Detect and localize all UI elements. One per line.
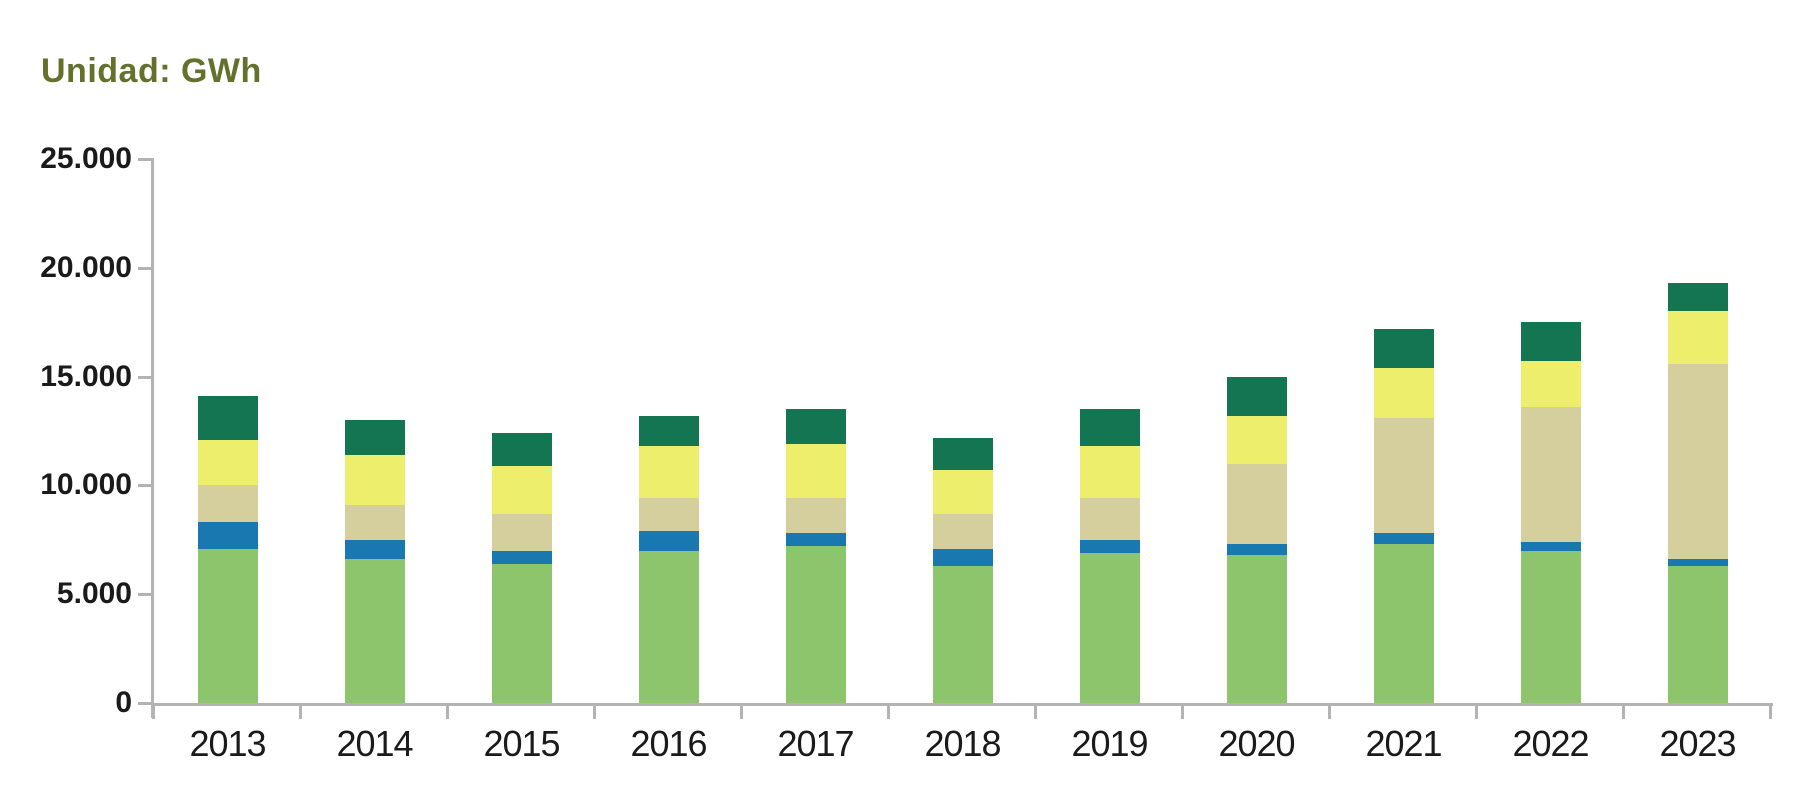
x-tick: [1769, 706, 1772, 719]
bar-2021-seg-light-green: [1373, 544, 1434, 703]
bar-2015-seg-dark-green: [491, 433, 552, 466]
x-cat-label-2018: 2018: [924, 723, 1001, 764]
bar-2013-seg-yellow: [197, 439, 258, 486]
bar-2022-seg-yellow: [1520, 361, 1581, 408]
bar-2023-seg-blue: [1667, 559, 1728, 566]
bar-2017-seg-yellow: [785, 444, 846, 499]
y-tick-label: 10.000: [40, 468, 132, 502]
x-tick: [299, 706, 302, 719]
bar-2013-seg-tan: [197, 485, 258, 523]
chart-title: Unidad: GWh: [41, 52, 262, 90]
bar-2016-seg-tan: [638, 498, 699, 532]
bar-2015-seg-blue: [491, 550, 552, 564]
x-cat-label-2017: 2017: [777, 723, 854, 764]
x-tick: [1328, 706, 1331, 719]
x-tick: [1622, 706, 1625, 719]
bar-2017-seg-tan: [785, 498, 846, 534]
bar-2023-seg-tan: [1667, 363, 1728, 560]
x-cat-label-2023: 2023: [1659, 723, 1736, 764]
bar-2014-seg-tan: [344, 504, 405, 540]
bar-2023-seg-light-green: [1667, 565, 1728, 703]
bar-2020-seg-tan: [1226, 463, 1287, 545]
bar-2013-seg-blue: [197, 522, 258, 549]
bar-2015-seg-light-green: [491, 563, 552, 703]
bar-2019-seg-dark-green: [1079, 409, 1140, 447]
bar-2015-seg-tan: [491, 513, 552, 551]
x-tick: [1181, 706, 1184, 719]
y-tick: [138, 158, 151, 161]
bar-2020-seg-yellow: [1226, 415, 1287, 464]
bar-2022-seg-dark-green: [1520, 322, 1581, 362]
y-tick: [138, 484, 151, 488]
bar-2018-seg-yellow: [932, 470, 993, 514]
x-tick: [446, 706, 449, 719]
y-tick-label: 25.000: [40, 142, 132, 175]
bar-2016-seg-yellow: [638, 446, 699, 499]
x-cat-label-2013: 2013: [189, 723, 266, 764]
x-tick: [740, 706, 743, 719]
bar-2016-seg-blue: [638, 531, 699, 551]
y-tick-label: 5.000: [56, 577, 132, 611]
y-tick-label: 15.000: [40, 359, 132, 393]
x-tick: [1034, 706, 1037, 719]
y-tick-label: 20.000: [40, 250, 132, 284]
bar-2018-seg-dark-green: [932, 437, 993, 471]
x-axis-line: [151, 703, 1773, 706]
bar-2017-seg-light-green: [785, 546, 846, 703]
bar-2019-seg-tan: [1079, 498, 1140, 540]
x-cat-label-2016: 2016: [630, 723, 707, 764]
bar-2013-seg-dark-green: [197, 396, 258, 440]
bar-2018-seg-light-green: [932, 565, 993, 703]
bar-2018-seg-blue: [932, 548, 993, 566]
bar-2020-seg-blue: [1226, 544, 1287, 556]
bar-2018-seg-tan: [932, 513, 993, 549]
x-cat-label-2015: 2015: [483, 723, 560, 764]
x-cat-label-2019: 2019: [1071, 723, 1148, 764]
x-tick: [887, 706, 890, 719]
bar-2016-seg-dark-green: [638, 415, 699, 447]
bar-2020-seg-light-green: [1226, 555, 1287, 703]
y-tick-label: 0: [115, 686, 132, 719]
x-cat-label-2020: 2020: [1218, 723, 1295, 764]
bar-2023-seg-dark-green: [1667, 283, 1728, 312]
bar-2021-seg-blue: [1373, 533, 1434, 545]
x-cat-label-2021: 2021: [1365, 723, 1442, 764]
bar-2021-seg-dark-green: [1373, 328, 1434, 368]
y-tick: [138, 375, 151, 379]
bar-2014-seg-dark-green: [344, 420, 405, 455]
bar-2022-seg-tan: [1520, 407, 1581, 542]
bar-2016-seg-light-green: [638, 550, 699, 703]
bar-2022-seg-light-green: [1520, 550, 1581, 703]
x-cat-label-2022: 2022: [1512, 723, 1589, 764]
bar-2021-seg-yellow: [1373, 367, 1434, 418]
bar-2023-seg-yellow: [1667, 311, 1728, 364]
bar-2017-seg-dark-green: [785, 409, 846, 445]
bar-2019-seg-yellow: [1079, 446, 1140, 499]
y-tick: [138, 702, 151, 705]
bar-2021-seg-tan: [1373, 417, 1434, 534]
bar-2019-seg-light-green: [1079, 552, 1140, 703]
bar-2014-seg-blue: [344, 539, 405, 560]
x-tick: [593, 706, 596, 719]
bar-2022-seg-blue: [1520, 541, 1581, 551]
bar-2015-seg-yellow: [491, 465, 552, 514]
bar-2014-seg-light-green: [344, 559, 405, 703]
y-axis-line: [151, 158, 154, 718]
x-tick: [1475, 706, 1478, 719]
bar-2014-seg-yellow: [344, 454, 405, 505]
x-cat-label-2014: 2014: [336, 723, 413, 764]
bar-2019-seg-blue: [1079, 539, 1140, 553]
bar-2020-seg-dark-green: [1226, 376, 1287, 416]
y-tick: [138, 266, 151, 270]
y-tick: [138, 593, 151, 597]
x-tick: [152, 706, 155, 719]
bar-2017-seg-blue: [785, 533, 846, 547]
bar-2013-seg-light-green: [197, 548, 258, 703]
